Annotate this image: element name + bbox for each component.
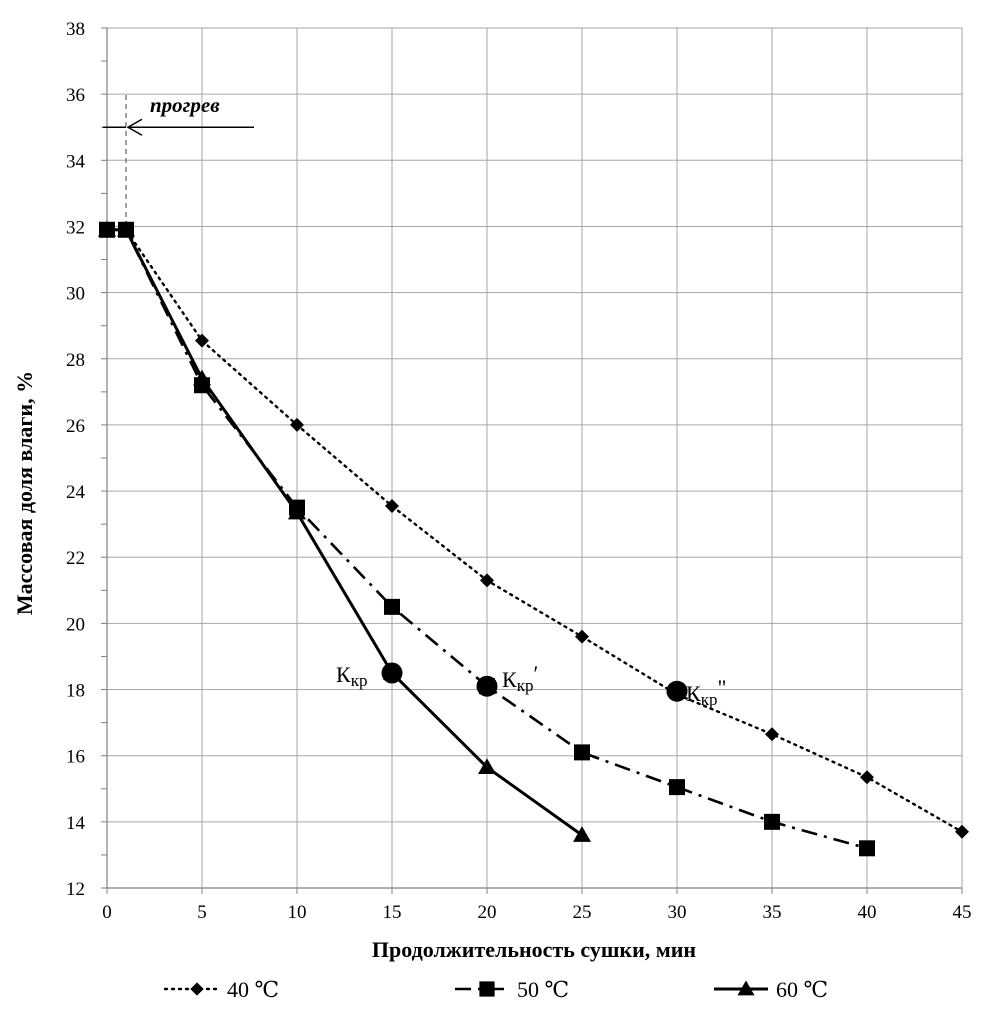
data-point-triangle [117,220,135,237]
series-diamond [100,222,969,839]
series-triangle [98,220,591,842]
y-tick-label: 18 [66,681,85,702]
y-tick-label: 30 [66,284,85,305]
critical-label-main: К [502,667,517,692]
series-line [107,228,868,850]
x-tick-label: 40 [858,902,877,923]
legend-item-square: 50 ℃ [455,977,569,1002]
x-tick-label: 10 [288,902,307,923]
critical-label-suffix: ′ [533,661,538,686]
data-point-square [384,598,400,615]
x-tick-label: 5 [197,902,207,923]
series-line [105,228,964,833]
heating-label: прогрев [150,93,220,117]
y-tick-label: 38 [66,19,85,40]
data-point-triangle [288,503,306,520]
critical-point-marker [666,680,688,702]
legend-label: 50 ℃ [517,977,569,1002]
legend-item-triangle: 60 ℃ [714,977,828,1002]
data-point-diamond [955,824,969,839]
y-tick-label: 34 [66,151,86,172]
data-point-triangle [478,758,496,775]
heating-annotation: прогрев [103,93,254,230]
y-tick-label: 16 [66,747,85,768]
y-tick-label: 20 [66,614,85,635]
x-tick-label: 20 [478,902,497,923]
critical-point-label: Ккр [336,662,367,690]
critical-label-main: К [686,681,701,706]
axes [101,27,963,894]
data-point-diamond [480,573,494,588]
critical-points: Ккр Ккр′Ккр" [336,661,726,709]
critical-point-marker [476,675,498,697]
critical-point-label: Ккр′ [502,661,538,695]
y-axis-title: Массовая доля влаги, % [12,371,37,615]
y-tick-label: 26 [66,416,85,437]
critical-label-main: К [336,662,351,687]
x-tick-label: 30 [668,902,687,923]
data-point-square [859,840,875,857]
series-group [98,220,969,857]
grid [107,27,963,888]
data-point-square [669,779,685,796]
data-point-diamond [190,982,204,996]
data-point-diamond [765,727,779,742]
data-point-square [574,744,590,761]
y-tick-label: 12 [66,879,85,900]
data-point-diamond [290,417,304,432]
x-tick-label: 35 [763,902,782,923]
y-tick-label: 24 [66,482,86,503]
data-point-diamond [195,333,209,348]
tick-labels: 0 5 10 15 20 25 30 35 40 45 12 14 16 18 20 22 24 26 28 30 32… [66,19,972,923]
series-line [107,228,583,837]
y-tick-label: 22 [66,548,85,569]
data-point-square [479,981,495,997]
legend-label: 40 ℃ [227,977,279,1002]
x-tick-label: 45 [953,902,972,923]
data-point-diamond [385,498,399,513]
data-point-triangle [737,980,755,996]
x-tick-label: 25 [573,902,592,923]
y-tick-label: 36 [66,85,85,106]
y-tick-label: 32 [66,217,85,238]
data-point-square [764,813,780,830]
y-tick-label: 14 [66,813,86,834]
x-axis-title: Продолжительность сушки, мин [372,937,697,962]
critical-label-subscript: кр [517,676,534,695]
legend-item-diamond: 40 ℃ [163,977,279,1002]
data-point-diamond [575,629,589,644]
legend: 40 ℃ 50 ℃ 60 ℃ [163,977,828,1002]
critical-point-marker [381,662,403,684]
data-point-triangle [193,369,211,386]
legend-label: 60 ℃ [776,977,828,1002]
x-tick-label: 15 [383,902,402,923]
critical-label-subscript: кр [701,690,718,709]
critical-label-subscript: кр [351,671,368,690]
y-tick-label: 28 [66,350,85,371]
data-point-diamond [860,770,874,785]
critical-point-label: Ккр" [686,675,726,709]
critical-label-suffix: " [717,675,726,700]
data-point-triangle [573,826,591,842]
data-point-triangle [98,220,116,237]
x-tick-label: 0 [102,902,112,923]
heating-arrow-head [126,118,143,136]
